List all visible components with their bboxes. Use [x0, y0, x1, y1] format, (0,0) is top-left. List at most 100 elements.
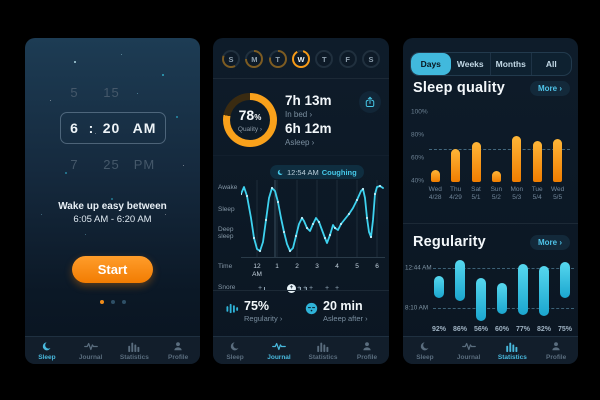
star [175, 116, 178, 119]
y-axis-label: 60% [411, 154, 425, 162]
page-dot [99, 300, 104, 304]
quality-bar[interactable] [553, 139, 563, 182]
regularity-more-button[interactable]: More › [530, 234, 570, 250]
sleep-quality-chart: 100% 80% 60% 40% Wed 4/28 Thu 4/29 Sat 5/1 Sun 5/2 M… [403, 108, 578, 218]
star [137, 93, 138, 95]
in-bed-stat[interactable]: 7h 13m In bed › [285, 93, 332, 120]
star [95, 132, 96, 134]
week-day-T[interactable]: T [315, 50, 334, 68]
quality-ring[interactable]: 78% Quality › [223, 93, 277, 147]
waveform-icon [272, 341, 286, 353]
quality-bar[interactable] [532, 140, 542, 182]
bars-icon [127, 341, 141, 353]
picker-minute-below[interactable]: 25 [103, 156, 120, 172]
quality-value: 78% [238, 106, 262, 123]
sleep-quality-more-button[interactable]: More › [530, 80, 570, 96]
regularity-stat[interactable]: 75% Regularity › [226, 300, 282, 323]
regularity-bar[interactable] [455, 260, 465, 301]
picker-ampm-below[interactable]: PM [133, 156, 156, 172]
tab-statistics[interactable]: Statistics [491, 337, 535, 364]
week-day-M[interactable]: M [245, 50, 264, 68]
picker-hour-below[interactable]: 7 [70, 156, 79, 172]
regularity-bar[interactable] [539, 266, 549, 316]
regularity-bar[interactable] [434, 276, 444, 298]
quality-bar[interactable] [430, 170, 440, 182]
tab-journal[interactable]: Journal [447, 337, 491, 364]
y-axis-label: 12:44 AM [405, 264, 432, 272]
star [121, 54, 123, 56]
divider [213, 78, 389, 79]
tab-profile[interactable]: Profile [534, 337, 578, 364]
event-type: Coughing [321, 167, 357, 177]
tab-weeks[interactable]: Weeks [456, 59, 484, 69]
tab-sleep[interactable]: Sleep [25, 337, 69, 364]
asleep-stat[interactable]: 6h 12m Asleep › [285, 121, 332, 148]
picker-row-selected[interactable]: 6 : 20 AM [59, 112, 166, 144]
tab-all[interactable]: All [530, 53, 572, 75]
snore-marker [300, 287, 301, 291]
page-indicator [25, 300, 200, 304]
picker-minute-above[interactable]: 15 [103, 84, 120, 100]
picker-hour-above[interactable]: 5 [70, 84, 79, 100]
week-day-F[interactable]: F [338, 50, 357, 68]
tab-statistics[interactable]: Statistics [301, 337, 345, 364]
sleep-quality-title: Sleep quality [413, 80, 506, 96]
tab-profile[interactable]: Profile [156, 337, 200, 364]
hour-tick: 3 [315, 263, 319, 270]
week-day-S[interactable]: S [361, 50, 380, 68]
tab-journal[interactable]: Journal [69, 337, 113, 364]
tab-statistics[interactable]: Statistics [113, 337, 157, 364]
bars-icon [316, 341, 330, 353]
picker-ampm-selected[interactable]: AM [132, 120, 157, 136]
alarm-time-picker[interactable]: 5 15 6 : 20 AM 7 25 PM [25, 84, 200, 172]
regularity-bar[interactable] [497, 283, 507, 314]
sleep-event-pill[interactable]: 12:54 AM Coughing [270, 165, 364, 179]
hour-tick: 6 [375, 263, 379, 270]
tab-sleep[interactable]: Sleep [403, 337, 447, 364]
day-progress-ring [315, 50, 334, 68]
regularity-bars-icon [226, 302, 239, 315]
x-axis-label: Sat 5/1 [471, 186, 481, 201]
quality-bar[interactable] [471, 141, 481, 182]
hour-tick: 4 [335, 263, 339, 270]
tab-days[interactable]: Days [411, 53, 451, 75]
time-axis: Time 12 AM 1 2 3 4 5 6 [213, 263, 389, 279]
quality-bar[interactable] [491, 171, 501, 182]
start-button[interactable]: Start [72, 256, 153, 283]
tab-months[interactable]: Months [490, 53, 531, 75]
waveform-icon [83, 341, 98, 353]
tab-sleep[interactable]: Sleep [213, 337, 257, 364]
average-line [429, 148, 570, 150]
regularity-bar[interactable] [560, 262, 570, 298]
picker-hour-selected[interactable]: 6 [70, 120, 79, 136]
week-day-T[interactable]: T [268, 50, 287, 68]
picker-row-below[interactable]: 7 25 PM [63, 156, 163, 172]
wake-window-range: 6:05 AM - 6:20 AM [73, 214, 152, 225]
divider [213, 155, 389, 156]
share-button[interactable] [359, 91, 381, 113]
asleep-after-stat[interactable]: 20 min Asleep after › [305, 300, 368, 323]
regularity-bar[interactable] [476, 278, 486, 321]
day-progress-ring [268, 50, 287, 68]
y-axis-label: 40% [411, 177, 425, 185]
page-dot [121, 300, 126, 304]
tab-profile[interactable]: Profile [345, 337, 389, 364]
sleep-quality-header: Sleep quality More › [413, 80, 570, 96]
picker-minute-selected[interactable]: 20 [102, 120, 121, 136]
person-icon [549, 341, 563, 353]
quality-bar[interactable] [512, 135, 522, 182]
picker-row-above[interactable]: 5 15 [63, 84, 163, 100]
level-label-deep-sleep: Deep sleep [218, 226, 234, 240]
regularity-percent-label: 75% [557, 326, 572, 333]
week-day-W[interactable]: W [291, 50, 310, 68]
tab-journal[interactable]: Journal [257, 337, 301, 364]
statistics-screen: Days Weeks Months All Sleep quality More › … [403, 38, 578, 364]
week-day-S[interactable]: S [222, 50, 240, 68]
person-icon [360, 341, 374, 353]
waveform-icon [461, 341, 476, 353]
regularity-bar[interactable] [518, 264, 528, 315]
quality-bar[interactable] [451, 148, 461, 182]
star [161, 73, 164, 76]
